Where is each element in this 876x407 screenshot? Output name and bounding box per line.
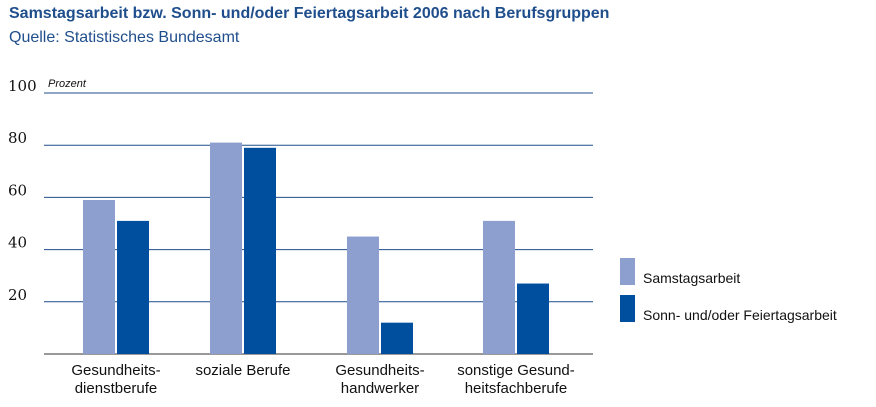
category-label: handwerker bbox=[341, 380, 419, 397]
legend-label: Samstagsarbeit bbox=[643, 270, 740, 286]
bar bbox=[381, 322, 413, 354]
bar bbox=[83, 200, 115, 354]
y-tick-label: 40 bbox=[8, 234, 27, 252]
y-tick-label: 60 bbox=[8, 181, 27, 199]
bar bbox=[517, 283, 549, 354]
y-axis-label: Prozent bbox=[48, 78, 87, 90]
y-tick-label: 20 bbox=[8, 286, 27, 304]
chart-subtitle: Quelle: Statistisches Bundesamt bbox=[9, 29, 240, 46]
category-label: Gesundheits- bbox=[335, 362, 424, 379]
y-tick-label: 80 bbox=[8, 129, 27, 147]
chart-title: Samstagsarbeit bzw. Sonn- und/oder Feier… bbox=[9, 5, 610, 22]
category-label: sonstige Gesund- bbox=[457, 362, 575, 379]
category-label: heitsfachberufe bbox=[465, 380, 568, 397]
legend-swatch bbox=[620, 295, 635, 322]
bar bbox=[347, 236, 379, 354]
bar bbox=[210, 142, 242, 354]
category-label: dienstberufe bbox=[75, 380, 158, 397]
category-label: Gesundheits- bbox=[71, 362, 160, 379]
y-tick-label: 100 bbox=[8, 77, 37, 95]
category-label: soziale Berufe bbox=[195, 362, 290, 379]
legend-swatch bbox=[620, 258, 635, 285]
bar bbox=[244, 147, 276, 354]
bar bbox=[483, 220, 515, 354]
legend-label: Sonn- und/oder Feiertagsarbeit bbox=[643, 307, 837, 323]
bar bbox=[117, 220, 149, 354]
